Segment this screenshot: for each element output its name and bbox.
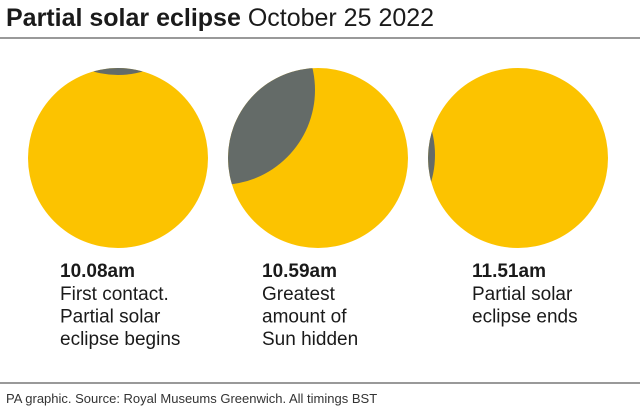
time-label: 11.51am bbox=[472, 261, 546, 282]
description: Sun hidden bbox=[262, 329, 358, 350]
description: Partial solar bbox=[472, 284, 573, 305]
description: Greatest bbox=[262, 284, 336, 305]
description: amount of bbox=[262, 307, 347, 328]
sun bbox=[28, 68, 208, 248]
title-date: October 25 2022 bbox=[248, 4, 434, 32]
time-label: 10.59am bbox=[262, 261, 337, 282]
title: Partial solar eclipse October 25 2022 bbox=[6, 4, 434, 32]
time-label: 10.08am bbox=[60, 261, 135, 282]
eclipse-1 bbox=[28, 68, 208, 248]
description: First contact. bbox=[60, 284, 169, 305]
moon bbox=[228, 68, 315, 185]
description: eclipse ends bbox=[472, 307, 578, 328]
description: eclipse begins bbox=[60, 329, 180, 350]
source: PA graphic. Source: Royal Museums Greenw… bbox=[6, 391, 377, 406]
eclipse-3 bbox=[428, 68, 608, 248]
description: Partial solar bbox=[60, 307, 161, 328]
eclipse-2 bbox=[228, 68, 408, 248]
sun bbox=[428, 68, 608, 248]
title-bold: Partial solar eclipse bbox=[6, 4, 241, 32]
